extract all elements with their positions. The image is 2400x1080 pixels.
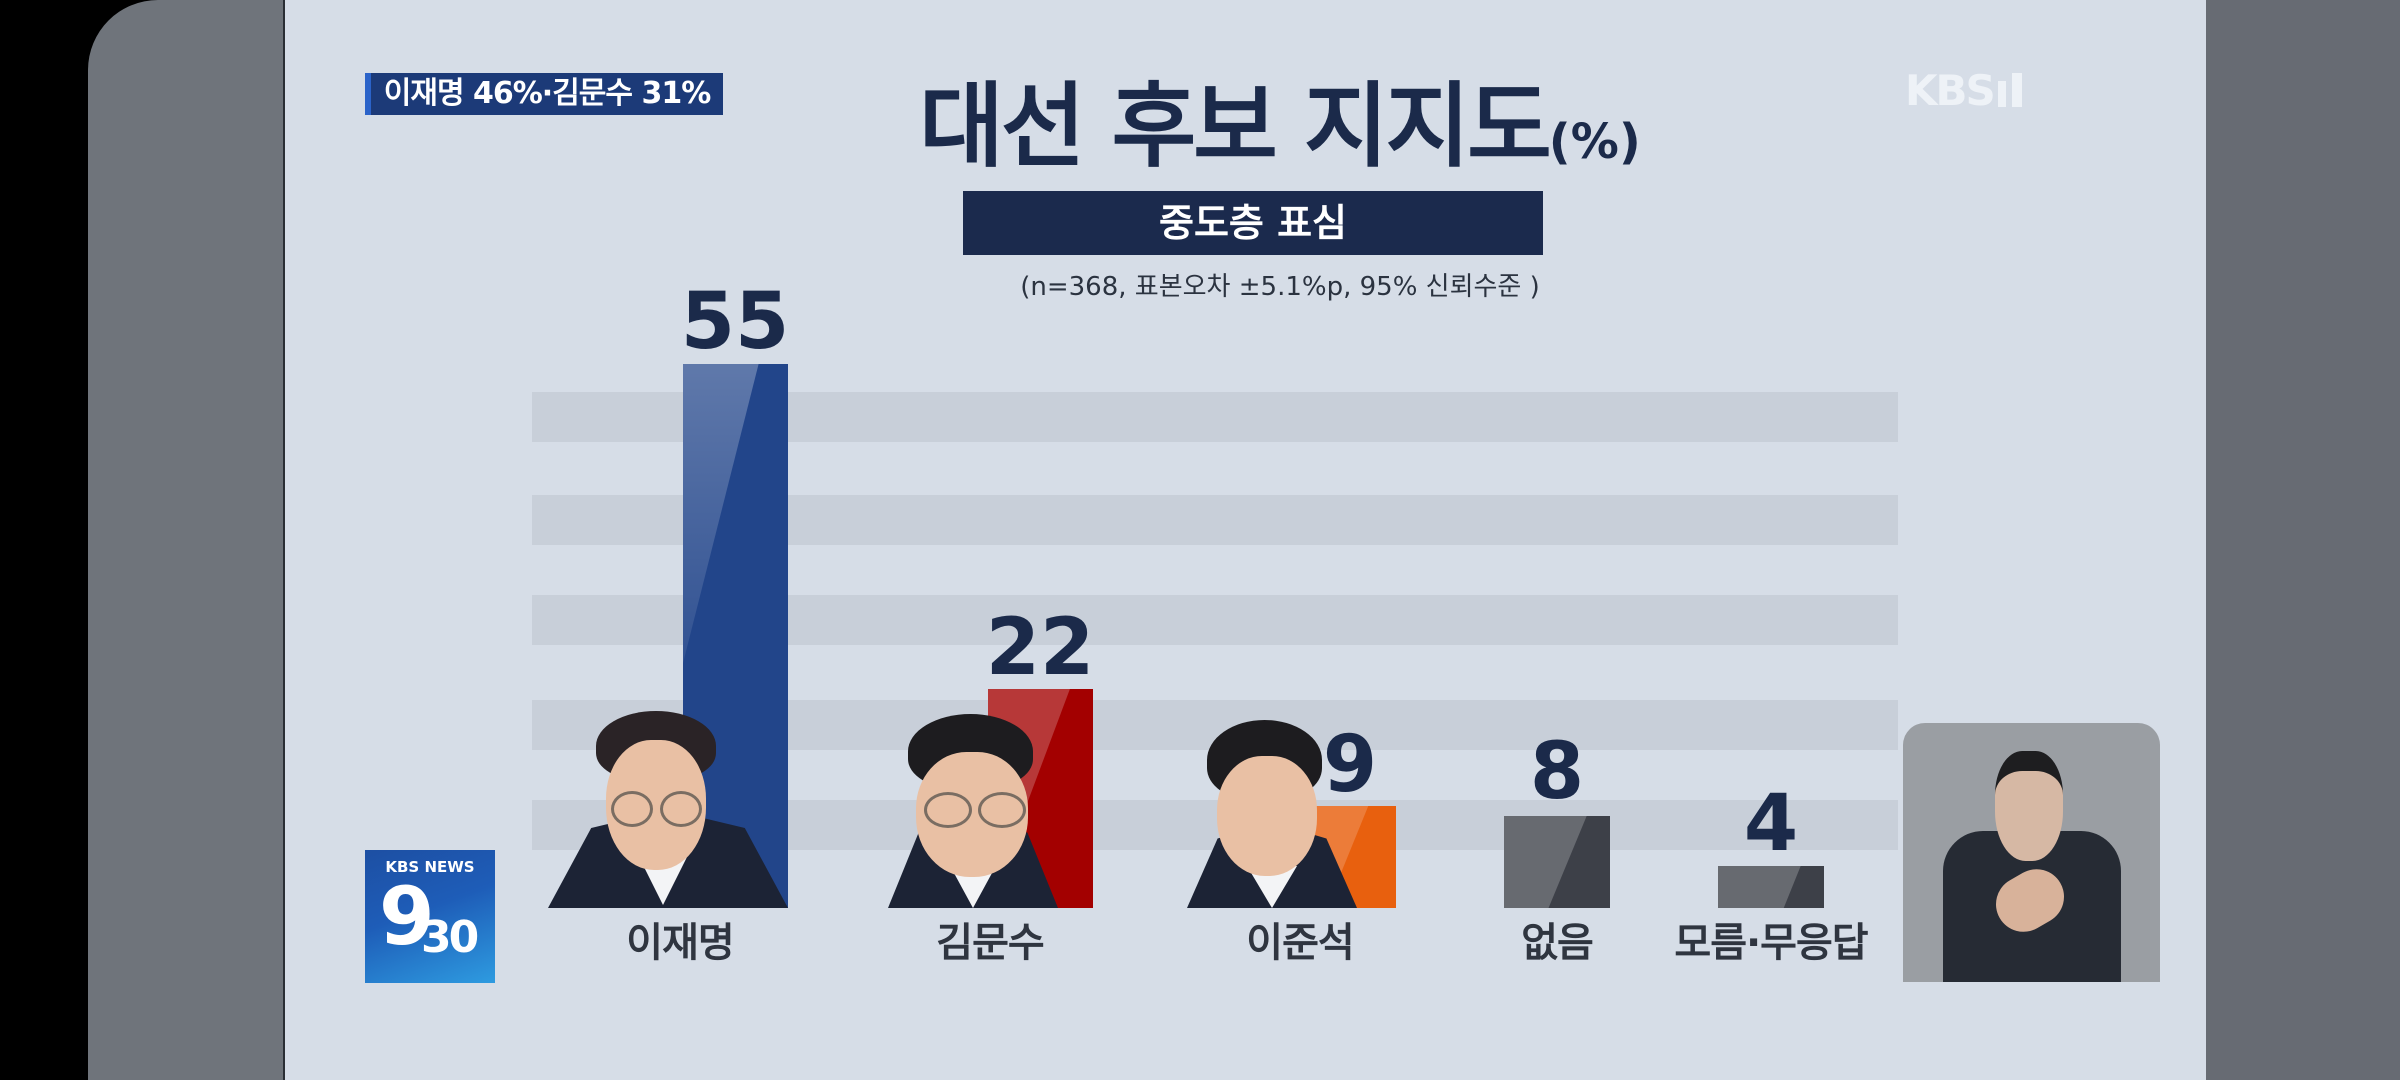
photo-lee-jm xyxy=(548,705,788,908)
interpreter-head xyxy=(1995,751,2063,861)
chart-title-unit: (%) xyxy=(1548,114,1641,170)
bar-lee-jm xyxy=(683,364,788,908)
bar-label-none: 없음 xyxy=(1521,920,1594,966)
bar-value-dontknow: 4 xyxy=(1743,779,1799,869)
bar-label-kim-ms: 김문수 xyxy=(936,920,1044,966)
kbs1-logo: KBS xyxy=(1905,66,2022,115)
survey-note: (n=368, 표본오차 ±5.1%p, 95% 신뢰수준 ) xyxy=(1020,272,1540,302)
left-frame xyxy=(88,0,285,1080)
photo-kim-ms xyxy=(888,712,1058,908)
bar-none xyxy=(1504,816,1610,908)
photo-lee-js xyxy=(1187,716,1357,908)
channel-one-icon xyxy=(2011,73,2022,107)
chart-title: 대선 후보 지지도(%) xyxy=(880,72,1680,197)
chart-subtitle: 중도층 표심 xyxy=(963,191,1543,255)
right-frame xyxy=(2206,0,2400,1080)
bar-value-none: 8 xyxy=(1529,727,1585,817)
bar-label-lee-jm: 이재명 xyxy=(626,920,734,966)
bar-label-dontknow: 모름·무응답 xyxy=(1674,920,1868,966)
channel-mark-icon xyxy=(1997,81,2006,107)
bar-label-lee-js: 이준석 xyxy=(1246,920,1354,966)
bar-value-lee-jm: 55 xyxy=(680,277,790,367)
kbs-logo-text: KBS xyxy=(1905,66,1996,115)
program-brand: KBS NEWS xyxy=(385,858,475,876)
headline-banner: 이재명 46%·김문수 31% xyxy=(365,73,723,115)
program-time-hour: 9 xyxy=(379,870,435,963)
panel-edge xyxy=(283,0,285,1080)
bar-value-kim-ms: 22 xyxy=(985,603,1095,693)
sign-language-interpreter-inset xyxy=(1903,723,2160,982)
bar-dontknow xyxy=(1718,866,1824,908)
kbs-news-930-logo: KBS NEWS 9 30 xyxy=(365,850,495,983)
bar-value-lee-js: 9 xyxy=(1322,720,1378,810)
chart-title-main: 대선 후보 지지도 xyxy=(919,73,1552,180)
program-time-minute: 30 xyxy=(421,912,479,963)
